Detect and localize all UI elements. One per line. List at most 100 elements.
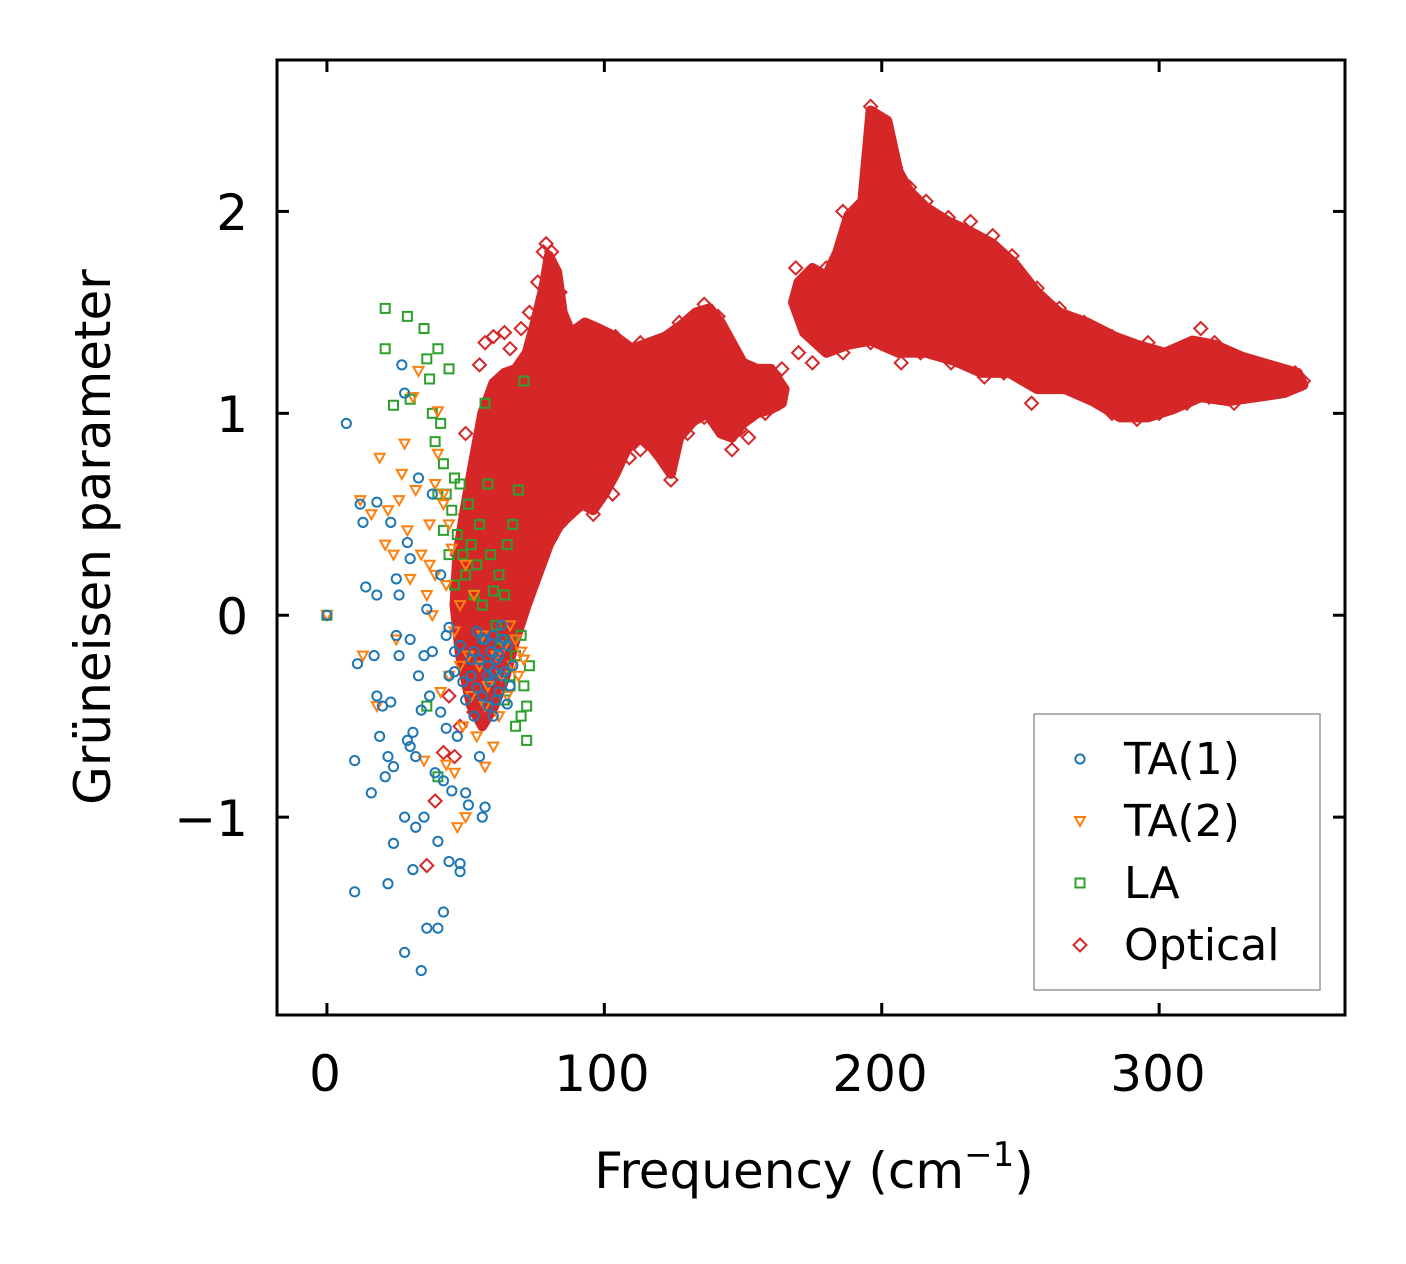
la-point-25 (471, 559, 483, 571)
x-axis-label-main: Frequency (cm (594, 1142, 964, 1200)
la-point-31 (487, 585, 499, 597)
optical-point-71 (887, 159, 904, 175)
series-ta-1- (321, 359, 519, 977)
ta-1--point-45 (421, 922, 433, 934)
optical-point-97 (521, 304, 538, 321)
ta-1--point-40 (412, 670, 425, 682)
ta-2--point-5 (372, 452, 387, 465)
optical-point-43 (995, 365, 1012, 381)
ta-1--point-20 (387, 761, 400, 773)
ta-1--point-19 (385, 696, 397, 708)
ta-1--point-15 (379, 771, 391, 783)
ta-1--point-94 (498, 633, 511, 646)
ta-2--point-2 (356, 650, 370, 663)
x-tick-label-300: 300 (1110, 1045, 1205, 1103)
ta-1--point-27 (399, 811, 411, 823)
y-tick-label-2: 2 (216, 184, 248, 242)
optical-point-48 (1129, 411, 1145, 428)
optical-point-31 (732, 421, 749, 438)
optical-point-28 (696, 409, 713, 426)
ta-1--point-95 (501, 698, 513, 710)
ta-1--point-86 (507, 660, 519, 672)
ta-1--point-13 (374, 730, 386, 742)
ta-1--point-50 (429, 767, 441, 779)
optical-point-68 (940, 209, 957, 226)
ta-1--point-98 (471, 682, 483, 694)
legend-label-optical: Optical (1124, 920, 1279, 971)
ta-2--point-34 (458, 559, 473, 572)
ta-2--point-23 (428, 569, 442, 582)
optical-point-72 (873, 126, 890, 143)
scatter-markers (320, 98, 1312, 977)
ta-1--point-62 (448, 645, 461, 658)
optical-point-10 (485, 328, 502, 345)
ta-1--point-47 (423, 690, 436, 702)
la-point-49 (523, 660, 535, 672)
ta-1--point-2 (349, 755, 361, 767)
la-point-11 (432, 343, 444, 355)
optical-point-44 (1023, 395, 1040, 412)
optical-point-91 (568, 328, 585, 345)
ta-1--point-25 (393, 589, 405, 601)
ta-1--point-37 (410, 821, 422, 833)
optical-point-39 (893, 354, 910, 371)
ta-2--point-59 (428, 478, 442, 492)
ta-1--point-91 (490, 694, 502, 706)
ta-1--point-44 (418, 811, 430, 823)
optical-point-50 (1178, 395, 1195, 412)
optical-point-64 (1029, 280, 1045, 297)
la-point-33 (493, 569, 505, 581)
plot-frame (275, 58, 1347, 1017)
optical-point-78 (787, 260, 804, 276)
optical-point-34 (771, 395, 788, 412)
la-point-17 (449, 472, 461, 484)
optical-point-93 (552, 284, 568, 301)
optical-point-52 (1226, 395, 1242, 412)
optical-point-19 (568, 482, 585, 498)
ta-1--point-24 (393, 650, 405, 662)
ta-2--point-32 (453, 600, 467, 613)
ta-1--point-39 (412, 472, 425, 484)
la-point-27 (476, 599, 488, 611)
ta-2--point-16 (409, 485, 423, 498)
ta-1--point-59 (443, 855, 455, 868)
ta-1--point-66 (457, 676, 469, 688)
optical-point-86 (654, 338, 671, 355)
la-point-43 (521, 700, 533, 712)
la-point-12 (435, 417, 447, 429)
legend: TA(1) TA(2) LA Optical (1033, 713, 1321, 991)
optical-point-6 (457, 425, 474, 442)
ta-1--point-8 (365, 787, 377, 799)
optical-point-100 (491, 381, 507, 398)
ta-2--point-33 (456, 721, 470, 734)
optical-point-49 (1151, 405, 1168, 422)
ta-1--point-33 (404, 740, 416, 753)
ta-2--point-37 (467, 590, 481, 603)
optical-point-55 (1287, 365, 1303, 381)
la-point-6 (418, 323, 430, 335)
optical-point-75 (834, 203, 851, 220)
optical-point-37 (834, 344, 851, 361)
la-point-46 (510, 720, 522, 732)
ta-2--point-20 (420, 590, 434, 603)
optical-point-20 (585, 506, 602, 523)
ta-1--point-1 (340, 417, 352, 430)
ta-2--point-63 (478, 761, 492, 774)
optical-point-87 (632, 334, 649, 351)
optical-point-7 (466, 704, 482, 721)
optical-point-29 (712, 413, 729, 430)
ta-1--point-75 (476, 690, 488, 702)
ta-2--point-7 (381, 505, 395, 518)
ta-1--point-23 (390, 629, 402, 642)
optical-point-2 (435, 744, 452, 761)
optical-point-1 (427, 793, 444, 809)
ta-2--point-21 (422, 519, 437, 532)
ta-2--point-8 (386, 549, 401, 562)
optical-point-30 (724, 441, 740, 458)
optical-point-62 (1076, 314, 1093, 331)
la-point-5 (404, 393, 416, 405)
ta-2--point-58 (422, 559, 437, 572)
ta-2--point-56 (436, 499, 451, 512)
ta-1--point-17 (382, 878, 394, 890)
la-point-45 (515, 710, 527, 722)
